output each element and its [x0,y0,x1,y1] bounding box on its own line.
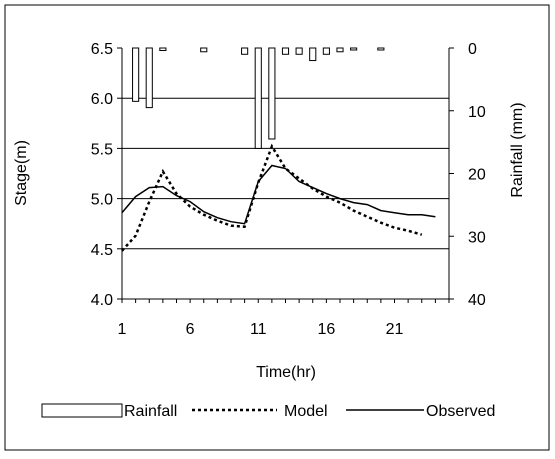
x-tick-label: 11 [250,321,267,338]
legend-rainfall-label: Rainfall [124,403,177,420]
legend: Rainfall Model Observed [41,403,495,420]
x-tick-label: 6 [186,321,195,338]
rainfall-bar [145,47,153,109]
x-tick-label: 1 [118,321,127,338]
y-right-tick-label: 0 [468,41,477,58]
rainfall-bar [350,47,358,51]
y-left-tick-label: 5.5 [91,141,113,158]
rainfall-bars [132,47,385,149]
rainfall-bar [254,47,262,149]
y-right-tick-label: 40 [468,292,486,309]
rainfall-bar [200,47,208,53]
chart-frame [4,4,550,451]
rainfall-bar [295,47,303,55]
series-lines [121,143,436,252]
y-axis-left-label: Stage(m) [13,140,30,206]
rainfall-bar [322,47,330,55]
y-left-tick-label: 6.0 [91,91,113,108]
rainfall-bar [132,47,140,102]
rainfall-bar [268,47,276,140]
model-line [121,143,423,252]
rainfall-bar [159,47,167,52]
y-left-tick-label: 4.0 [91,292,113,309]
x-tick-label: 16 [317,321,335,338]
y-left-tick-label: 5.0 [91,192,113,209]
legend-observed-label: Observed [426,403,495,420]
x-tick-label: 21 [386,321,404,338]
legend-rainfall-swatch [41,403,123,418]
y-right-tick-label: 20 [468,167,486,184]
y-left-tick-label: 6.5 [91,41,113,58]
grid [122,97,449,250]
rainfall-bar [377,47,385,51]
y-left-tick-label: 4.5 [91,242,113,259]
y-axis-right-label: Rainfall (mm) [509,102,526,197]
observed-line [121,164,436,225]
y-right-tick-label: 10 [468,104,486,121]
legend-model-label: Model [284,403,328,420]
rainfall-bar [309,47,317,62]
rainfall-bar [281,47,290,55]
rainfall-bar [336,47,344,53]
x-axis-label: Time(hr) [256,364,316,381]
axes [117,47,454,303]
rainfall-bar [241,47,249,55]
y-right-tick-label: 30 [468,229,486,246]
